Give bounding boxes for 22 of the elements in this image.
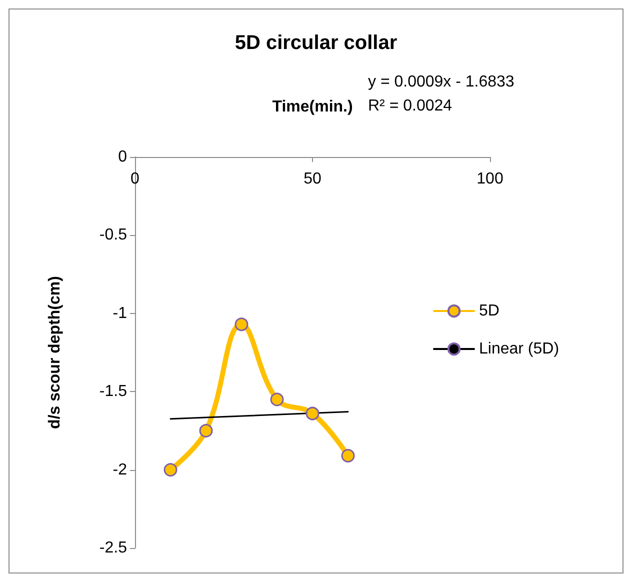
point	[306, 406, 320, 420]
point	[164, 463, 178, 477]
x-tick-label: 100	[476, 170, 504, 188]
text: y = 0.0009x - 1.6833	[368, 74, 514, 90]
point	[341, 448, 355, 462]
legend-label: Linear (5D)	[479, 340, 560, 358]
y-tick-label: -1	[112, 304, 128, 322]
y-tick-label: -1.5	[99, 383, 128, 400]
point	[234, 318, 248, 332]
x-axis-title: Time(min.)	[272, 98, 353, 116]
y-tick-label: -0.5	[99, 226, 128, 244]
x-tick-label: 0	[130, 170, 140, 188]
y-tick-label: -2.5	[99, 540, 128, 556]
text: R² = 0.0024	[368, 98, 452, 114]
point	[199, 424, 213, 438]
x-tick-label: 50	[304, 170, 322, 188]
y-tick-label: 0	[118, 148, 128, 166]
chart-title: 5D circular collar	[234, 32, 398, 54]
legend-label: 5D	[479, 302, 500, 320]
point	[270, 392, 284, 406]
y-tick-label: -2	[112, 461, 128, 478]
y-axis-title: d/s scour depth(cm)	[46, 276, 64, 429]
